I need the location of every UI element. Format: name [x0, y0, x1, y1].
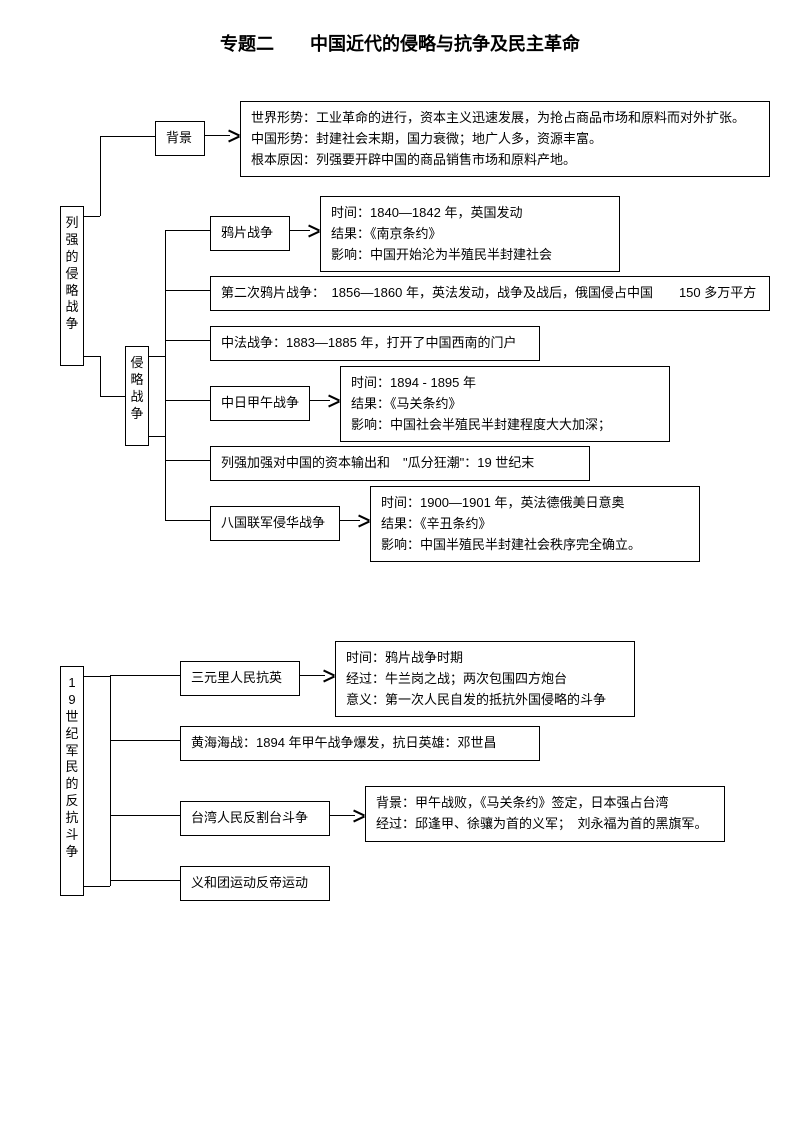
node-bg_body: 世界形势：工业革命的进行，资本主义迅速发展，为抢占商品市场和原料而对外扩张。 中… — [240, 101, 770, 177]
node-r2_body: 黄海海战：1894 年甲午战争爆发，抗日英雄：邓世昌 — [180, 726, 540, 761]
page-title: 专题二 中国近代的侵略与抗争及民主革命 — [40, 30, 760, 56]
node-wars_label: 侵略战争 — [125, 346, 149, 446]
node-w4_body: 时间：1894 - 1895 年 结果：《马关条约》 影响：中国社会半殖民半封建… — [340, 366, 670, 442]
node-w1_body: 时间：1840—1842 年，英国发动 结果：《南京条约》 影响：中国开始沦为半… — [320, 196, 620, 272]
node-w4_label: 中日甲午战争 — [210, 386, 310, 421]
node-root2: 19世纪军民的反抗斗争 — [60, 666, 84, 896]
node-r1_label: 三元里人民抗英 — [180, 661, 300, 696]
node-w2_body: 第二次鸦片战争： 1856—1860 年，英法发动，战争及战后，俄国侵占中国 1… — [210, 276, 770, 311]
node-r1_body: 时间：鸦片战争时期 经过：牛兰岗之战；两次包围四方炮台 意义：第一次人民自发的抵… — [335, 641, 635, 717]
node-root1: 列强的侵略战争 — [60, 206, 84, 366]
node-w6_label: 八国联军侵华战争 — [210, 506, 340, 541]
node-w1_label: 鸦片战争 — [210, 216, 290, 251]
node-r3_body: 背景：甲午战败，《马关条约》签定，日本强占台湾 经过：邱逢甲、徐骧为首的义军； … — [365, 786, 725, 842]
diagram: 列强的侵略战争侵略战争19世纪军民的反抗斗争背景世界形势：工业革命的进行，资本主… — [40, 76, 760, 936]
node-bg_label: 背景 — [155, 121, 205, 156]
node-w5_body: 列强加强对中国的资本输出和 "瓜分狂潮"：19 世纪末 — [210, 446, 590, 481]
node-r3_label: 台湾人民反割台斗争 — [180, 801, 330, 836]
node-w6_body: 时间：1900—1901 年，英法德俄美日意奥 结果：《辛丑条约》 影响：中国半… — [370, 486, 700, 562]
node-w3_body: 中法战争：1883—1885 年，打开了中国西南的门户 — [210, 326, 540, 361]
node-r4_label: 义和团运动反帝运动 — [180, 866, 330, 901]
